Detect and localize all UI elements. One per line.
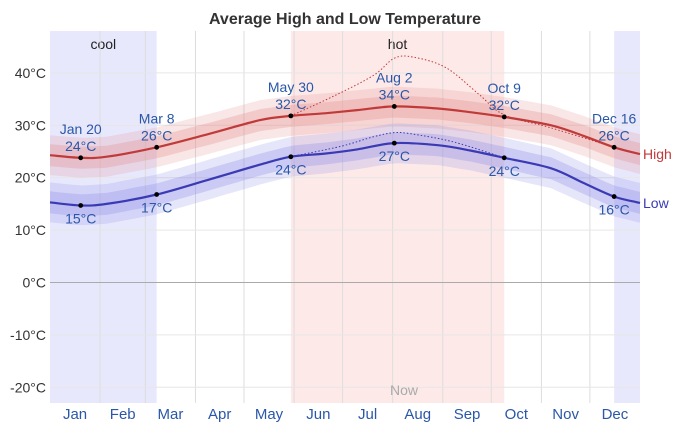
- low-point-4: [501, 155, 507, 161]
- season-band-cool-end: [614, 31, 640, 403]
- line-layer: [49, 105, 641, 207]
- low-point-1: [154, 192, 160, 197]
- high-line: [49, 105, 641, 160]
- low-point-2: [288, 154, 294, 160]
- high-date-label-3: Aug 2: [376, 69, 413, 85]
- low-value-label-5: 16°C: [598, 202, 629, 218]
- y-tick-label-4: 20°C: [15, 170, 46, 186]
- low-value-label-1: 17°C: [141, 199, 172, 215]
- now-marker-label: Now: [390, 382, 419, 398]
- grid-layer: [50, 31, 640, 403]
- x-tick-label-apr: Apr: [208, 406, 231, 423]
- high-value-label-0: 24°C: [65, 138, 96, 154]
- low-value-label-0: 15°C: [65, 210, 96, 226]
- high-value-label-5: 26°C: [598, 127, 629, 143]
- band-layer: [50, 86, 640, 226]
- low-point-3: [391, 140, 397, 146]
- low-record-line: [290, 131, 505, 159]
- low-value-label-3: 27°C: [379, 148, 410, 164]
- low-band-outer: [50, 123, 640, 226]
- low-value-label-2: 24°C: [275, 162, 306, 178]
- high-date-label-4: Oct 9: [487, 80, 521, 96]
- x-tick-label-oct: Oct: [505, 406, 529, 423]
- high-value-label-1: 26°C: [141, 127, 172, 143]
- x-tick-label-nov: Nov: [552, 406, 579, 423]
- high-date-label-0: Jan 20: [60, 121, 102, 137]
- x-tick-label-aug: Aug: [404, 406, 431, 423]
- series-label-low: Low: [643, 195, 670, 211]
- season-label-cool: cool: [90, 36, 116, 52]
- y-tick-label-6: 40°C: [15, 65, 46, 81]
- high-point-5: [611, 144, 617, 150]
- high-date-label-5: Dec 16: [592, 110, 637, 126]
- high-point-1: [154, 144, 160, 150]
- high-value-label-4: 32°C: [489, 97, 520, 113]
- high-record-line: [290, 55, 615, 148]
- season-label-hot: hot: [388, 36, 408, 52]
- seasons-layer: cool hot: [50, 31, 640, 403]
- high-date-label-2: May 30: [268, 79, 314, 95]
- low-value-label-4: 24°C: [489, 163, 520, 179]
- x-tick-label-may: May: [255, 406, 284, 423]
- x-tick-label-mar: Mar: [158, 406, 184, 423]
- y-tick-label-5: 30°C: [15, 117, 46, 133]
- record-layer: [290, 55, 615, 159]
- x-tick-label-jun: Jun: [306, 406, 330, 423]
- low-point-0: [78, 203, 84, 208]
- y-tick-label-2: 0°C: [23, 274, 47, 290]
- high-point-4: [501, 114, 507, 120]
- high-value-label-2: 32°C: [275, 96, 306, 112]
- high-value-label-3: 34°C: [379, 86, 410, 102]
- high-point-3: [391, 104, 397, 109]
- x-tick-label-jul: Jul: [358, 406, 377, 423]
- season-band-cool: [50, 31, 157, 403]
- high-band-outer: [50, 86, 640, 178]
- x-tick-label-sep: Sep: [454, 406, 481, 423]
- x-tick-label-feb: Feb: [110, 406, 136, 423]
- high-point-2: [288, 113, 294, 119]
- y-tick-label-0: -20°C: [10, 379, 46, 395]
- y-tick-label-1: -10°C: [10, 327, 46, 343]
- high-point-0: [78, 155, 84, 161]
- x-tick-label-dec: Dec: [602, 406, 629, 423]
- high-band-inner: [50, 95, 640, 169]
- low-point-5: [611, 194, 617, 199]
- series-label-high: High: [643, 146, 672, 162]
- axis-layer: -20°C -10°C 0°C 10°C 20°C 30°C 40°C Jan Feb Mar Ap…: [10, 65, 629, 423]
- chart-title: Average High and Low Temperature: [209, 11, 481, 28]
- y-tick-label-3: 10°C: [15, 222, 46, 238]
- high-date-label-1: Mar 8: [139, 110, 175, 126]
- x-tick-label-jan: Jan: [63, 406, 87, 423]
- season-band-hot: [290, 31, 505, 403]
- low-band-inner: [50, 132, 640, 217]
- low-line: [49, 141, 641, 207]
